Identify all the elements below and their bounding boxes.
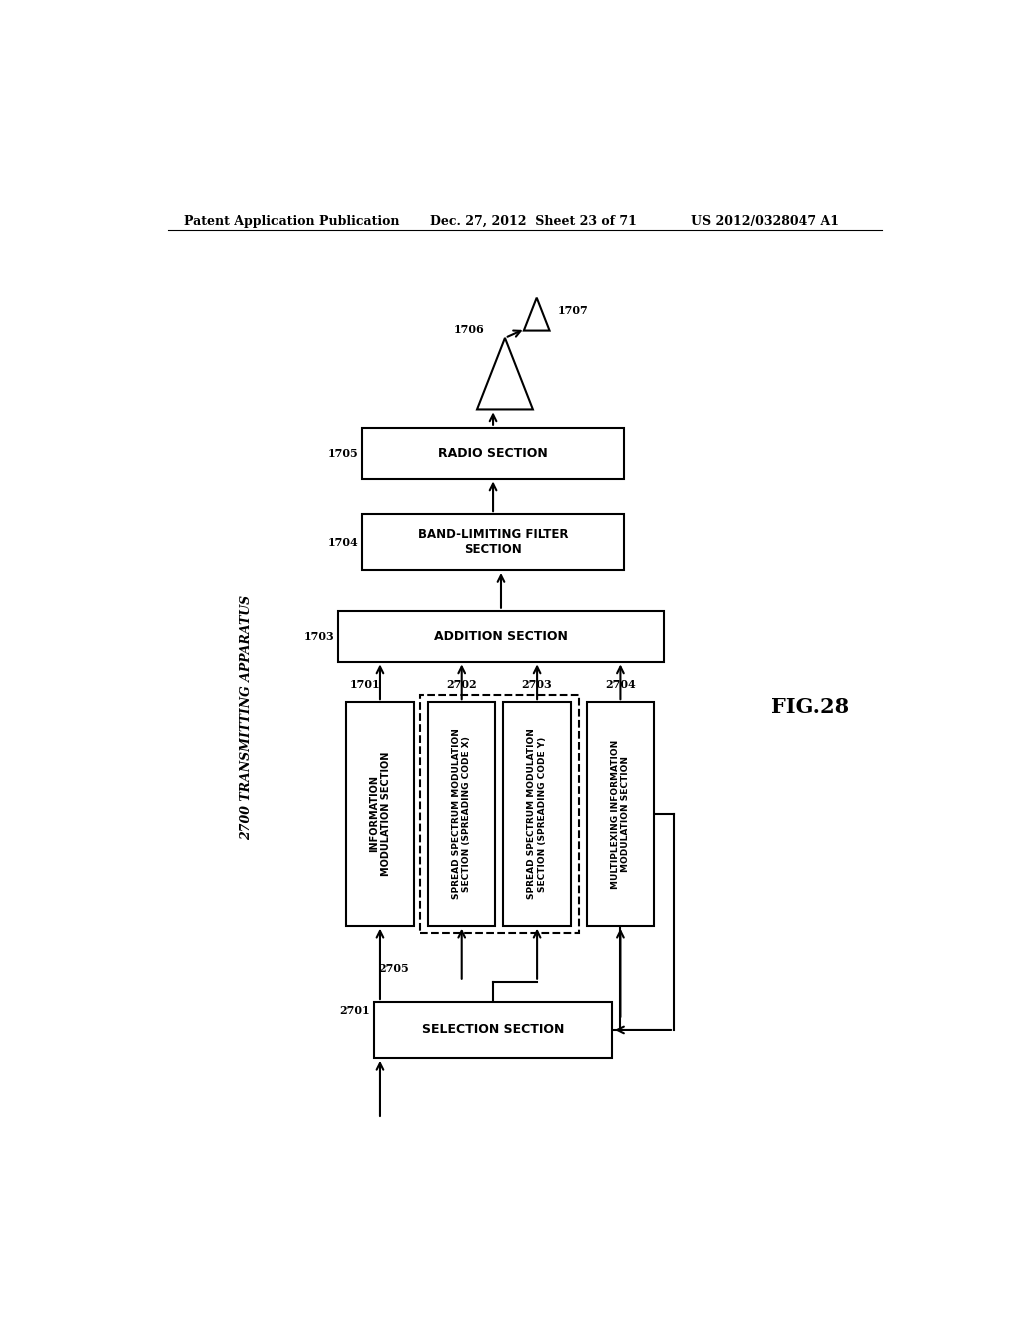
Text: Patent Application Publication: Patent Application Publication [183,215,399,228]
Bar [338,611,664,661]
Bar [362,515,624,570]
Text: 2705: 2705 [378,962,409,974]
Text: 2704: 2704 [605,678,636,690]
Bar [587,702,654,925]
Text: RADIO SECTION: RADIO SECTION [438,446,548,459]
Polygon shape [477,338,532,409]
Text: SPREAD SPECTRUM MODULATION
SECTION (SPREADING CODE X): SPREAD SPECTRUM MODULATION SECTION (SPRE… [452,729,471,899]
Text: 1707: 1707 [558,305,589,315]
Bar [420,696,579,933]
Text: Dec. 27, 2012  Sheet 23 of 71: Dec. 27, 2012 Sheet 23 of 71 [430,215,637,228]
Text: FIG.28: FIG.28 [771,697,850,717]
Text: 1705: 1705 [328,447,358,458]
Text: 1703: 1703 [303,631,334,642]
Text: 1701: 1701 [349,678,380,690]
Text: US 2012/0328047 A1: US 2012/0328047 A1 [691,215,840,228]
Text: ADDITION SECTION: ADDITION SECTION [434,630,568,643]
Text: 1704: 1704 [328,537,358,548]
Bar [504,702,570,925]
Text: BAND-LIMITING FILTER
SECTION: BAND-LIMITING FILTER SECTION [418,528,568,556]
Text: SPREAD SPECTRUM MODULATION
SECTION (SPREADING CODE Y): SPREAD SPECTRUM MODULATION SECTION (SPRE… [527,729,547,899]
Bar [428,702,496,925]
Text: 2701: 2701 [339,1005,370,1016]
Text: 2703: 2703 [521,678,553,690]
Text: MULTIPLEXING INFORMATION
MODULATION SECTION: MULTIPLEXING INFORMATION MODULATION SECT… [610,739,630,888]
Text: 2702: 2702 [446,678,477,690]
Bar [362,428,624,479]
Text: SELECTION SECTION: SELECTION SECTION [422,1023,564,1036]
Text: 2700 TRANSMITTING APPARATUS: 2700 TRANSMITTING APPARATUS [241,595,254,840]
Text: 1706: 1706 [454,323,484,335]
Bar [346,702,414,925]
Text: INFORMATION
MODULATION SECTION: INFORMATION MODULATION SECTION [370,752,391,876]
Polygon shape [524,297,550,330]
Bar [374,1002,612,1057]
